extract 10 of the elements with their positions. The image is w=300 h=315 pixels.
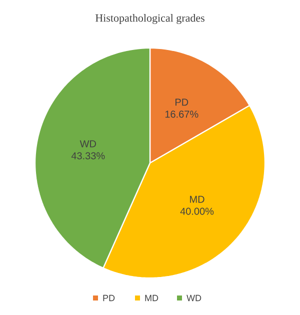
legend-label: PD [103,294,115,302]
chart-title: Histopathological grades [95,14,204,24]
data-label: 40.00% [180,208,214,215]
legend-label: WD [186,294,202,302]
legend-label: MD [145,294,158,302]
data-label: 16.67% [165,110,198,118]
slice-label: PD [175,98,188,106]
slice-label: MD [190,196,204,203]
data-label: 43.33% [71,152,105,160]
slice-label: WD [80,140,96,148]
